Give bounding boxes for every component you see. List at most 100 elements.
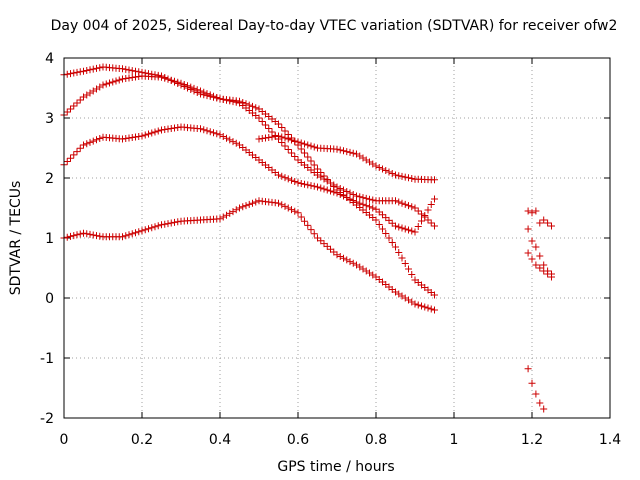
data-point [76, 68, 84, 76]
data-point [372, 216, 380, 224]
data-point [327, 187, 334, 195]
data-point [411, 300, 419, 308]
data-point [83, 230, 91, 238]
y-tick-label: 2 [45, 171, 54, 187]
data-point [284, 204, 292, 212]
data-point [229, 98, 237, 106]
data-point [314, 165, 321, 173]
data-point [213, 130, 221, 138]
chart-title: Day 004 of 2025, Sidereal Day-to-day VTE… [51, 18, 618, 34]
data-point [86, 66, 94, 74]
data-point [99, 81, 107, 89]
data-point [148, 224, 156, 232]
data-point [405, 202, 412, 210]
data-point [216, 95, 224, 103]
data-point [385, 168, 393, 176]
data-point [249, 199, 256, 207]
data-point [388, 170, 396, 177]
data-point [167, 76, 175, 84]
data-point [226, 136, 234, 144]
data-point [112, 77, 120, 85]
data-point [96, 232, 104, 240]
data-point [346, 189, 354, 197]
y-tick-label: 1 [45, 231, 54, 247]
data-point [109, 78, 117, 86]
data-point [536, 219, 544, 227]
data-point [223, 211, 230, 219]
data-point [213, 94, 221, 101]
data-point [395, 249, 403, 256]
data-point [388, 239, 396, 246]
data-point [375, 221, 383, 228]
data-point [424, 304, 432, 312]
data-point [275, 199, 282, 207]
data-point [206, 91, 214, 99]
data-point [304, 221, 312, 229]
data-point [76, 230, 84, 238]
data-point [398, 254, 406, 262]
data-point [544, 270, 552, 278]
data-point [395, 198, 403, 206]
data-point [544, 219, 552, 227]
data-point [343, 188, 351, 195]
data-point [89, 231, 97, 239]
data-point [405, 265, 412, 273]
data-point [193, 86, 201, 94]
data-point [307, 142, 315, 150]
data-point [408, 227, 416, 235]
series-series-5 [255, 132, 438, 184]
data-point [158, 221, 165, 229]
data-point [343, 194, 351, 201]
data-point [294, 179, 302, 187]
data-point [395, 172, 403, 180]
data-point [408, 175, 416, 182]
data-point [223, 134, 230, 142]
data-point [314, 183, 321, 191]
grid [64, 58, 610, 418]
data-point [336, 185, 344, 192]
x-tick-label: 0.8 [365, 432, 387, 448]
data-point [278, 172, 286, 180]
data-point [184, 82, 191, 90]
data-point [540, 216, 548, 224]
data-point [366, 195, 373, 203]
data-point [301, 140, 308, 148]
data-point [375, 164, 383, 171]
data-point [278, 201, 286, 209]
y-axis-label: SDTVAR / TECUs [8, 181, 24, 296]
data-point [401, 200, 409, 208]
data-point [343, 148, 351, 156]
data-point [262, 121, 269, 129]
data-point [307, 182, 315, 190]
data-point [93, 136, 100, 144]
data-point [291, 207, 299, 215]
data-point [70, 69, 78, 77]
data-point [96, 64, 104, 72]
data-point [249, 102, 256, 110]
data-point [408, 203, 416, 211]
data-point [219, 96, 227, 103]
data-point [424, 216, 432, 224]
data-point [180, 81, 188, 88]
data-point [540, 405, 548, 413]
data-point [528, 255, 536, 263]
data-point [427, 305, 435, 313]
data-point [255, 114, 263, 122]
data-point [164, 75, 172, 83]
data-point [336, 191, 344, 198]
data-point [73, 148, 81, 156]
data-point [86, 230, 94, 238]
data-point [398, 199, 406, 207]
data-point [93, 64, 100, 72]
data-point [398, 224, 406, 232]
data-point [288, 149, 295, 157]
data-point [226, 209, 234, 217]
data-point [106, 79, 113, 87]
data-point [145, 225, 152, 233]
data-point [346, 195, 354, 203]
data-point [86, 138, 94, 146]
data-point [252, 104, 260, 112]
data-point [536, 264, 544, 272]
data-point [174, 78, 182, 86]
data-point [291, 178, 299, 185]
